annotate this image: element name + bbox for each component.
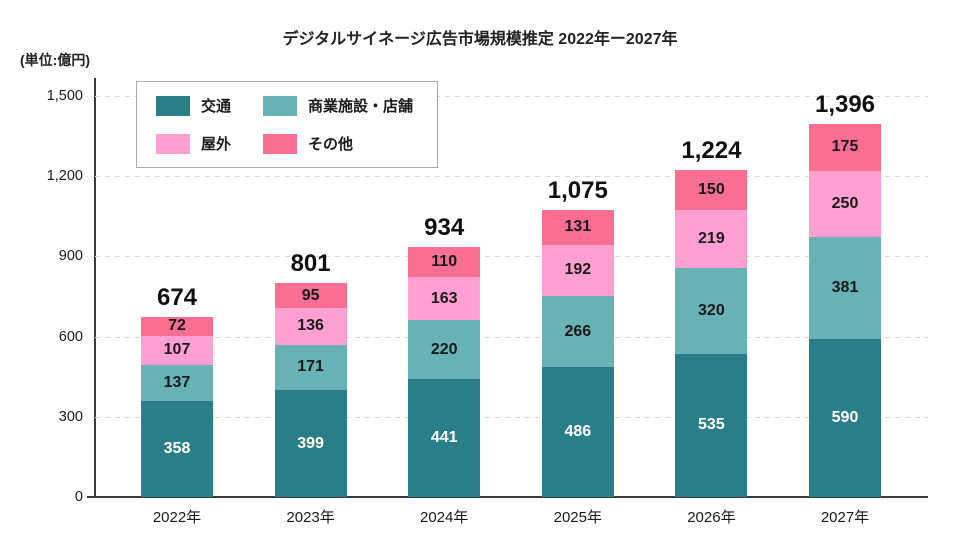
y-tick-label: 0 bbox=[74, 489, 83, 505]
y-tick-label: 300 bbox=[58, 408, 83, 425]
legend-item-その他: その他 bbox=[263, 133, 413, 154]
bar-segment-交通: 486 bbox=[541, 367, 614, 497]
bar-segment-その他: 131 bbox=[541, 209, 614, 245]
gridline-900 bbox=[95, 256, 928, 258]
bar-segment-商業施設・店舗: 220 bbox=[408, 320, 481, 380]
legend-label: その他 bbox=[308, 136, 354, 153]
bar-segment-交通: 399 bbox=[274, 390, 347, 497]
y-tick-label: 1,200 bbox=[46, 168, 83, 185]
bar-segment-交通: 358 bbox=[141, 401, 213, 497]
bar-segment-その他: 150 bbox=[675, 169, 748, 210]
x-axis-label-2026年: 2026年 bbox=[687, 509, 736, 526]
legend: 交通 商業施設・店舗屋外 その他 bbox=[136, 81, 439, 168]
legend-label: 交通 bbox=[201, 98, 232, 115]
y-tick-label: 600 bbox=[58, 328, 83, 345]
bar-total-label: 674 bbox=[156, 283, 198, 311]
bar-segment-その他: 72 bbox=[141, 316, 213, 337]
y-tick-label: 900 bbox=[58, 248, 83, 265]
gridline-600 bbox=[95, 336, 928, 338]
legend-swatch-屋外 bbox=[156, 133, 190, 154]
legend-swatch-その他 bbox=[263, 133, 297, 154]
bar-2022年: 358 137 107 72 674 2022年 bbox=[141, 284, 213, 526]
bar-segment-その他: 95 bbox=[274, 282, 347, 309]
gridline-300 bbox=[95, 416, 928, 418]
x-axis-label-2023年: 2023年 bbox=[286, 509, 335, 526]
bar-segment-屋外: 107 bbox=[141, 336, 213, 365]
y-axis-line bbox=[94, 78, 96, 497]
bar-2026年: 535 320 219 150 1,224 2026年 bbox=[675, 137, 748, 526]
gridline-1200 bbox=[95, 176, 928, 178]
bar-segment-屋外: 192 bbox=[541, 244, 614, 296]
bar-segment-屋外: 163 bbox=[408, 276, 481, 321]
bar-segment-商業施設・店舗: 171 bbox=[274, 344, 347, 391]
bar-2023年: 399 171 136 95 801 2023年 bbox=[274, 250, 347, 526]
legend-item-交通: 交通 bbox=[156, 95, 263, 116]
bar-total-label: 1,075 bbox=[547, 176, 608, 204]
bar-segment-その他: 110 bbox=[408, 247, 481, 277]
bar-segment-商業施設・店舗: 266 bbox=[541, 295, 614, 368]
bar-2027年: 590 381 250 175 1,396 2027年 bbox=[809, 91, 881, 526]
legend-swatch-交通 bbox=[156, 95, 190, 116]
legend-swatch-商業施設・店舗 bbox=[263, 95, 297, 116]
chart-title: デジタルサイネージ広告市場規模推定 2022年ー2027年 bbox=[282, 31, 678, 48]
bar-segment-屋外: 136 bbox=[274, 308, 347, 345]
unit-label: (単位:億円) bbox=[20, 52, 90, 68]
x-axis-line bbox=[87, 496, 928, 498]
x-axis-label-2025年: 2025年 bbox=[553, 509, 602, 526]
bar-segment-交通: 590 bbox=[809, 339, 881, 497]
x-axis-label-2024年: 2024年 bbox=[420, 509, 469, 526]
plot-area: 0 300 600 900 1,200 1,500 358 137 107 72 674 2022年 3… bbox=[47, 78, 928, 526]
bar-segment-商業施設・店舗: 137 bbox=[141, 364, 213, 402]
bar-2024年: 441 220 163 110 934 2024年 bbox=[408, 214, 481, 526]
y-tick-label: 1,500 bbox=[46, 88, 83, 104]
bar-segment-交通: 441 bbox=[408, 379, 481, 497]
bar-2025年: 486 266 192 131 1,075 2025年 bbox=[541, 177, 614, 526]
bar-segment-商業施設・店舗: 381 bbox=[809, 237, 881, 340]
bar-segment-商業施設・店舗: 320 bbox=[675, 268, 748, 354]
bar-total-label: 1,224 bbox=[681, 136, 742, 164]
legend-label: 屋外 bbox=[201, 136, 232, 153]
legend-item-屋外: 屋外 bbox=[156, 133, 263, 154]
bar-segment-屋外: 250 bbox=[809, 170, 881, 238]
legend-item-商業施設・店舗: 商業施設・店舗 bbox=[263, 95, 413, 116]
x-axis-label-2022年: 2022年 bbox=[152, 509, 202, 526]
bar-total-label: 801 bbox=[290, 249, 331, 277]
bar-total-label: 934 bbox=[424, 214, 465, 242]
x-axis-label-2027年: 2027年 bbox=[820, 509, 870, 526]
bar-total-label: 1,396 bbox=[814, 90, 876, 118]
bar-segment-交通: 535 bbox=[675, 353, 748, 497]
bar-segment-その他: 175 bbox=[809, 123, 881, 171]
gridline-1500 bbox=[95, 96, 928, 97]
bar-segment-屋外: 219 bbox=[675, 209, 748, 269]
legend-label: 商業施設・店舗 bbox=[308, 98, 414, 115]
